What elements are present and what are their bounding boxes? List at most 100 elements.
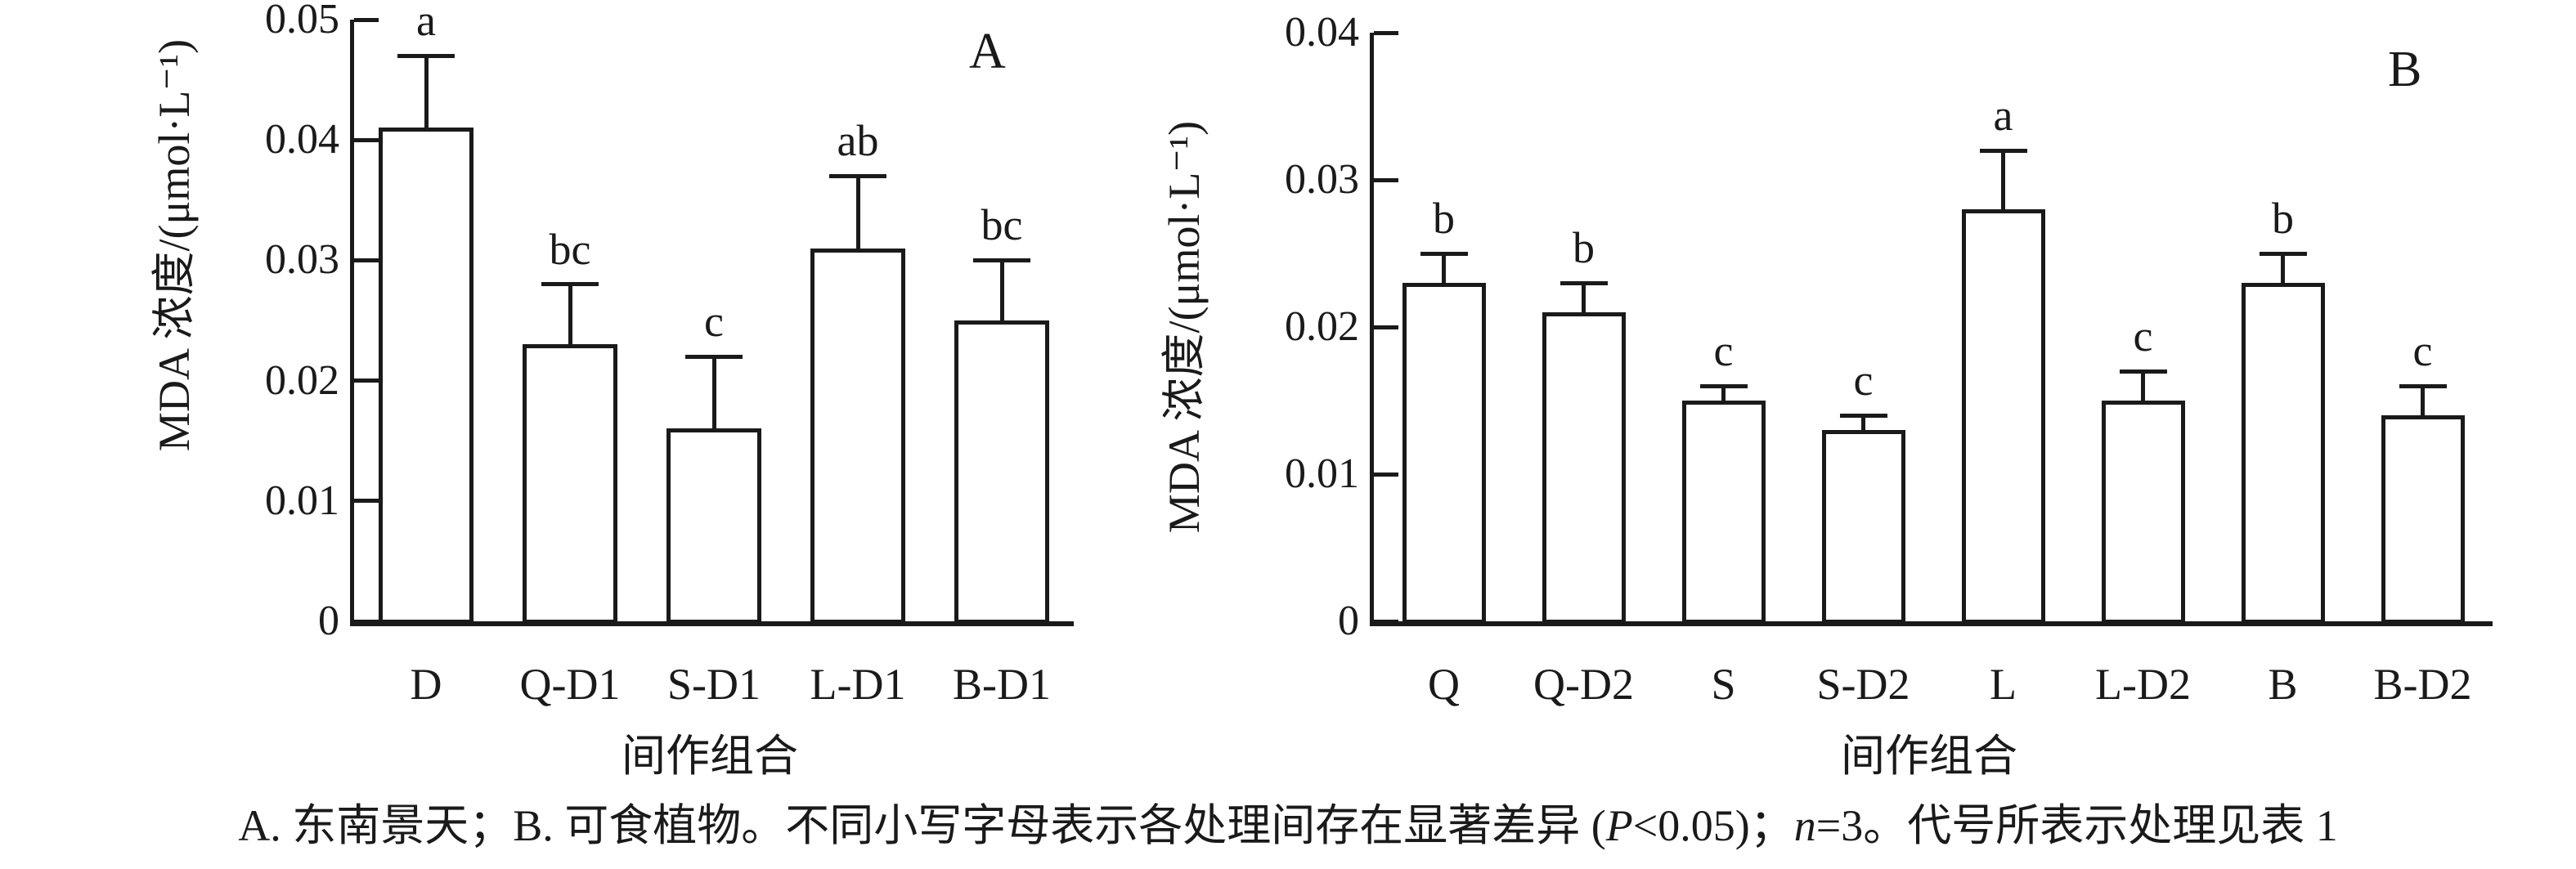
bar (666, 428, 761, 624)
y-tick-mark (354, 258, 379, 262)
bar (2381, 415, 2465, 624)
x-category-label: Q-D1 (519, 660, 621, 709)
error-bar-line (2281, 253, 2285, 283)
error-bar-cap (1979, 148, 2027, 153)
bar (1681, 401, 1766, 624)
y-tick-mark (354, 619, 379, 624)
error-bar-cap (2119, 369, 2167, 374)
y-tick-mark (1374, 30, 1398, 35)
x-category-label: L-D1 (810, 660, 906, 709)
bar (379, 128, 473, 624)
error-bar-line (1582, 283, 1586, 312)
bar (2101, 401, 2185, 624)
significance-letter: bc (549, 224, 591, 274)
y-tick-mark (354, 379, 379, 383)
bar (1961, 209, 2045, 624)
x-category-label: B (2268, 660, 2298, 709)
error-bar-line (855, 176, 860, 249)
error-bar-line (1442, 253, 1446, 283)
error-bar-cap (829, 173, 886, 178)
significance-letter: a (416, 0, 436, 46)
y-axis-label-panel-a: MDA 浓度/(μmol·L⁻¹) (150, 38, 199, 452)
significance-letter: c (704, 297, 724, 347)
error-bar-line (568, 284, 572, 345)
y-tick-mark (354, 17, 379, 22)
y-tick-label: 0.01 (1285, 450, 1359, 497)
bar (1542, 312, 1626, 624)
significance-letter: b (2272, 194, 2294, 243)
error-bar-line (999, 260, 1004, 320)
significance-letter: b (1573, 223, 1595, 272)
significance-letter: c (2133, 311, 2153, 361)
significance-letter: ab (837, 116, 879, 166)
significance-letter: bc (981, 200, 1023, 250)
y-tick-label: 0.04 (1285, 9, 1359, 56)
x-category-label: Q (1428, 660, 1460, 709)
caption-p-symbol: P (1605, 801, 1633, 850)
error-bar-line (2421, 386, 2425, 415)
x-category-label: Q-D2 (1533, 660, 1634, 709)
panel-letter-a: A (969, 24, 1006, 79)
caption-n-symbol: n (1793, 801, 1816, 850)
error-bar-cap (2259, 251, 2307, 256)
y-tick-label: 0.05 (265, 0, 339, 43)
y-tick-mark (1374, 325, 1398, 329)
y-tick-label: 0.02 (265, 356, 339, 404)
bar (523, 344, 617, 624)
y-tick-label: 0.03 (1285, 156, 1359, 203)
y-tick-mark (1374, 177, 1398, 182)
significance-letter: c (1713, 326, 1734, 375)
significance-letter: b (1433, 194, 1455, 243)
x-axis-title-panel-a: 间作组合 (622, 732, 798, 781)
bar (2241, 283, 2325, 624)
bar (1821, 430, 1905, 624)
error-bar-line (424, 56, 429, 128)
bar (810, 248, 905, 624)
significance-letter: c (1853, 356, 1874, 405)
y-tick-label: 0.03 (265, 236, 339, 284)
x-category-label: S (1711, 660, 1736, 709)
error-bar-cap (1420, 251, 1468, 256)
x-category-label: B-D1 (953, 660, 1051, 709)
error-bar-cap (1560, 280, 1608, 285)
error-bar-cap (685, 354, 743, 359)
x-axis-title-panel-b: 间作组合 (1841, 732, 2017, 781)
error-bar-line (1861, 415, 1865, 430)
error-bar-line (711, 356, 716, 429)
x-category-label: S-D1 (666, 660, 761, 709)
x-category-label: B-D2 (2373, 660, 2472, 709)
x-category-label: L (1990, 660, 2017, 709)
x-category-label: S-D2 (1816, 660, 1910, 709)
caption-text-2: <0.05)； (1632, 801, 1794, 850)
y-tick-mark (1374, 472, 1398, 477)
error-bar-cap (541, 282, 599, 287)
y-axis-label-panel-b: MDA 浓度/(μmol·L⁻¹) (1160, 120, 1209, 534)
panel-letter-b: B (2388, 42, 2422, 97)
significance-letter: c (2412, 326, 2433, 375)
error-bar-cap (1839, 413, 1887, 418)
x-category-label: D (410, 660, 442, 709)
x-category-label: L-D2 (2095, 660, 2191, 709)
y-tick-label: 0.01 (265, 477, 339, 524)
caption-text-3: =3。代号所表示处理见表 1 (1815, 801, 2338, 850)
bar (954, 320, 1049, 624)
error-bar-line (2001, 150, 2005, 209)
error-bar-line (2141, 371, 2145, 401)
figure-caption: A. 东南景天；B. 可食植物。不同小写字母表示各处理间存在显著差异 (P<0.… (0, 800, 2576, 853)
caption-text-1: A. 东南景天；B. 可食植物。不同小写字母表示各处理间存在显著差异 ( (238, 801, 1606, 850)
error-bar-cap (2399, 383, 2447, 388)
error-bar-line (1721, 386, 1726, 401)
error-bar-cap (397, 53, 455, 58)
y-tick-label: 0.04 (265, 116, 339, 163)
error-bar-cap (973, 258, 1030, 262)
y-tick-label: 0.02 (1285, 303, 1359, 350)
y-tick-mark (354, 499, 379, 504)
significance-letter: a (1993, 91, 2013, 140)
y-tick-mark (354, 137, 379, 142)
y-tick-label: 0 (1338, 598, 1359, 644)
error-bar-cap (1699, 383, 1748, 388)
bar (1402, 283, 1486, 624)
